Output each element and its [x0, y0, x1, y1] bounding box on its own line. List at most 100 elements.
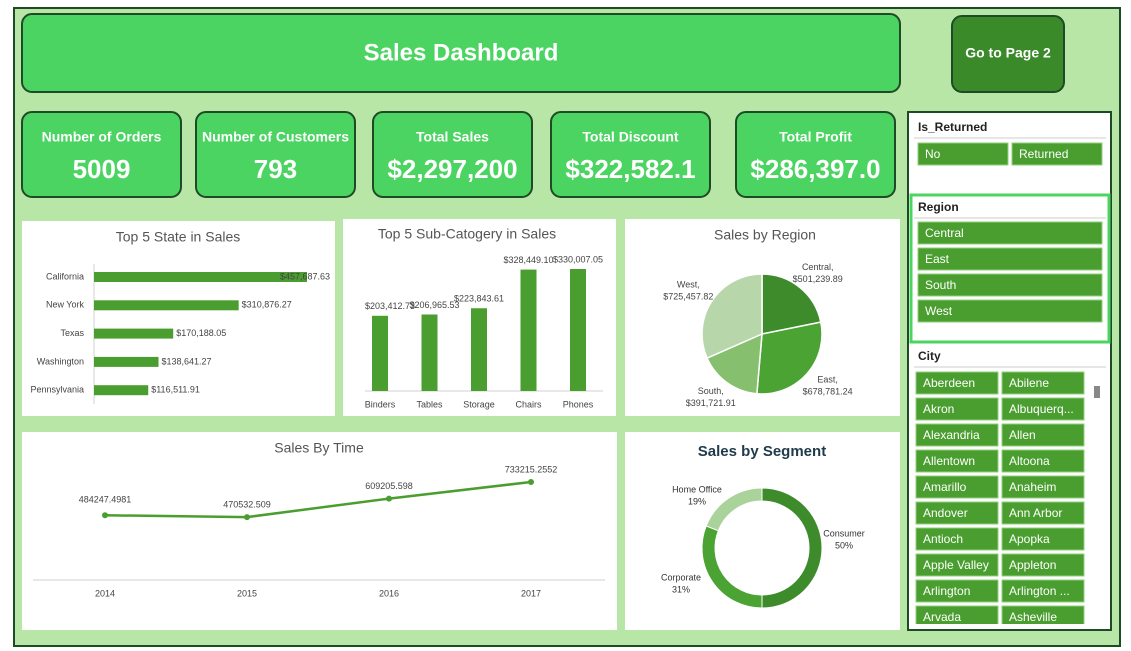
slicer-item[interactable] — [1001, 423, 1085, 447]
category-label: West, — [677, 280, 700, 290]
slicer-item-label[interactable]: Antioch — [923, 532, 963, 546]
category-label: New York — [46, 300, 85, 310]
chart-title: Top 5 Sub-Catogery in Sales — [378, 226, 556, 242]
bar — [94, 300, 239, 311]
header-box — [21, 13, 901, 93]
slicer-item-label[interactable]: Anaheim — [1009, 480, 1056, 494]
slicer-item-label[interactable]: Arvada — [923, 610, 961, 624]
value-label: 19% — [688, 496, 706, 506]
bar — [421, 314, 438, 391]
slicer-item[interactable] — [915, 527, 999, 551]
slicer-item[interactable] — [1001, 553, 1085, 577]
bar — [94, 356, 159, 367]
slicer-item-label[interactable]: Asheville — [1009, 610, 1057, 624]
slicer-item[interactable] — [917, 299, 1103, 323]
slicer-item[interactable] — [915, 579, 999, 603]
slicer-item[interactable] — [917, 273, 1103, 297]
slicer-item-label[interactable]: West — [925, 304, 953, 318]
value-label: $116,511.91 — [151, 385, 200, 395]
slicer-item-label[interactable]: Albuquerq... — [1009, 402, 1074, 416]
donut-slice — [705, 487, 763, 532]
slicer-item[interactable] — [915, 423, 999, 447]
pie-slice — [701, 273, 763, 360]
kpi-value: $2,297,200 — [387, 154, 517, 184]
slicer-item[interactable] — [915, 371, 999, 395]
kpi-label: Number of Customers — [202, 129, 349, 145]
value-label: $330,007.05 — [553, 254, 603, 264]
slicer-item[interactable] — [915, 475, 999, 499]
slicer-item[interactable] — [917, 247, 1103, 271]
category-label: Washington — [37, 356, 84, 366]
slicer-item[interactable] — [915, 449, 999, 473]
kpi-label: Number of Orders — [42, 129, 162, 145]
category-label: Corporate — [661, 572, 701, 582]
slicer-item-label[interactable]: Ann Arbor — [1009, 506, 1062, 520]
slicer-item-label[interactable]: Andover — [923, 506, 968, 520]
scrollbar[interactable] — [1094, 386, 1100, 398]
slicer-item-label[interactable]: Appleton — [1009, 558, 1056, 572]
slicer-item-label[interactable]: South — [925, 278, 956, 292]
slicer-title: City — [918, 349, 941, 363]
category-label: Pennsylvania — [30, 385, 84, 395]
page-button[interactable] — [951, 15, 1065, 93]
slicers: Is_Returned No Returned Region Central East So… — [914, 120, 1106, 628]
value-label: $725,457.82 — [663, 292, 713, 302]
slicer-item-label[interactable]: Altoona — [1009, 454, 1050, 468]
bar — [94, 272, 307, 282]
value-label: $223,843.61 — [454, 294, 504, 304]
city-list: Aberdeen Abilene Akron Albuquerq... Alexandr… — [915, 371, 1085, 628]
category-label: Chairs — [515, 399, 542, 409]
slicer-item-label[interactable]: Aberdeen — [923, 376, 975, 390]
value-label: 31% — [672, 584, 690, 594]
slicer-item-label[interactable]: No — [925, 147, 941, 161]
category-label: 2017 — [521, 588, 541, 598]
slicer-item-label[interactable]: Central — [925, 226, 964, 240]
point — [386, 495, 392, 502]
page-button-label[interactable]: Go to Page 2 — [965, 45, 1051, 61]
value-label: $310,876.27 — [242, 300, 292, 310]
kpi-label: Total Profit — [779, 129, 852, 145]
slicer-item-label[interactable]: Arlington ... — [1009, 584, 1070, 598]
slicer-item-label[interactable]: Returned — [1019, 147, 1068, 161]
bar — [94, 328, 174, 339]
line — [104, 480, 532, 519]
slicer-item[interactable] — [1001, 371, 1085, 395]
slicer-item-label[interactable]: Amarillo — [923, 480, 967, 494]
slicer-item-label[interactable]: Arlington — [923, 584, 970, 598]
slicer-item[interactable] — [1001, 579, 1085, 603]
slicer-item-label[interactable]: East — [925, 252, 950, 266]
slicer-item[interactable] — [1001, 449, 1085, 473]
category-label: Consumer — [823, 528, 865, 538]
slicer-item[interactable] — [917, 221, 1103, 245]
slicer-item[interactable] — [915, 605, 999, 628]
slicer-item[interactable] — [1001, 527, 1085, 551]
value-label: $328,449.10 — [503, 255, 553, 265]
slicer-item-label[interactable]: Allentown — [923, 454, 975, 468]
slicer-item-label[interactable]: Apple Valley — [923, 558, 989, 572]
slicer-item-label[interactable]: Allen — [1009, 428, 1036, 442]
pie-slice — [756, 321, 823, 395]
slicer-item-label[interactable]: Abilene — [1009, 376, 1049, 390]
category-label: 2014 — [95, 588, 115, 598]
category-label: 2016 — [379, 588, 399, 598]
value-label: $203,412.73 — [365, 301, 415, 311]
kpi-card — [372, 111, 533, 198]
category-label: South, — [698, 386, 724, 396]
slicer-item[interactable] — [1011, 142, 1103, 166]
value-label: 609205.598 — [365, 481, 413, 491]
bar — [570, 269, 586, 391]
slicer-item-label[interactable]: Apopka — [1009, 532, 1050, 546]
slicer-item[interactable] — [1001, 475, 1085, 499]
slicer-item[interactable] — [915, 501, 999, 525]
slicer-item-label[interactable]: Alexandria — [923, 428, 980, 442]
slicer-item[interactable] — [1001, 605, 1085, 628]
value-label: $678,781.24 — [803, 386, 853, 396]
slicer-item[interactable] — [1001, 397, 1085, 421]
slicer-item[interactable] — [915, 397, 999, 421]
slicer-item-label[interactable]: Akron — [923, 402, 954, 416]
value-label: $501,239.89 — [793, 274, 843, 284]
slicer-item[interactable] — [917, 142, 1009, 166]
slicer-item[interactable] — [915, 553, 999, 577]
slicer-item[interactable] — [1001, 501, 1085, 525]
category-label: Texas — [60, 328, 84, 338]
